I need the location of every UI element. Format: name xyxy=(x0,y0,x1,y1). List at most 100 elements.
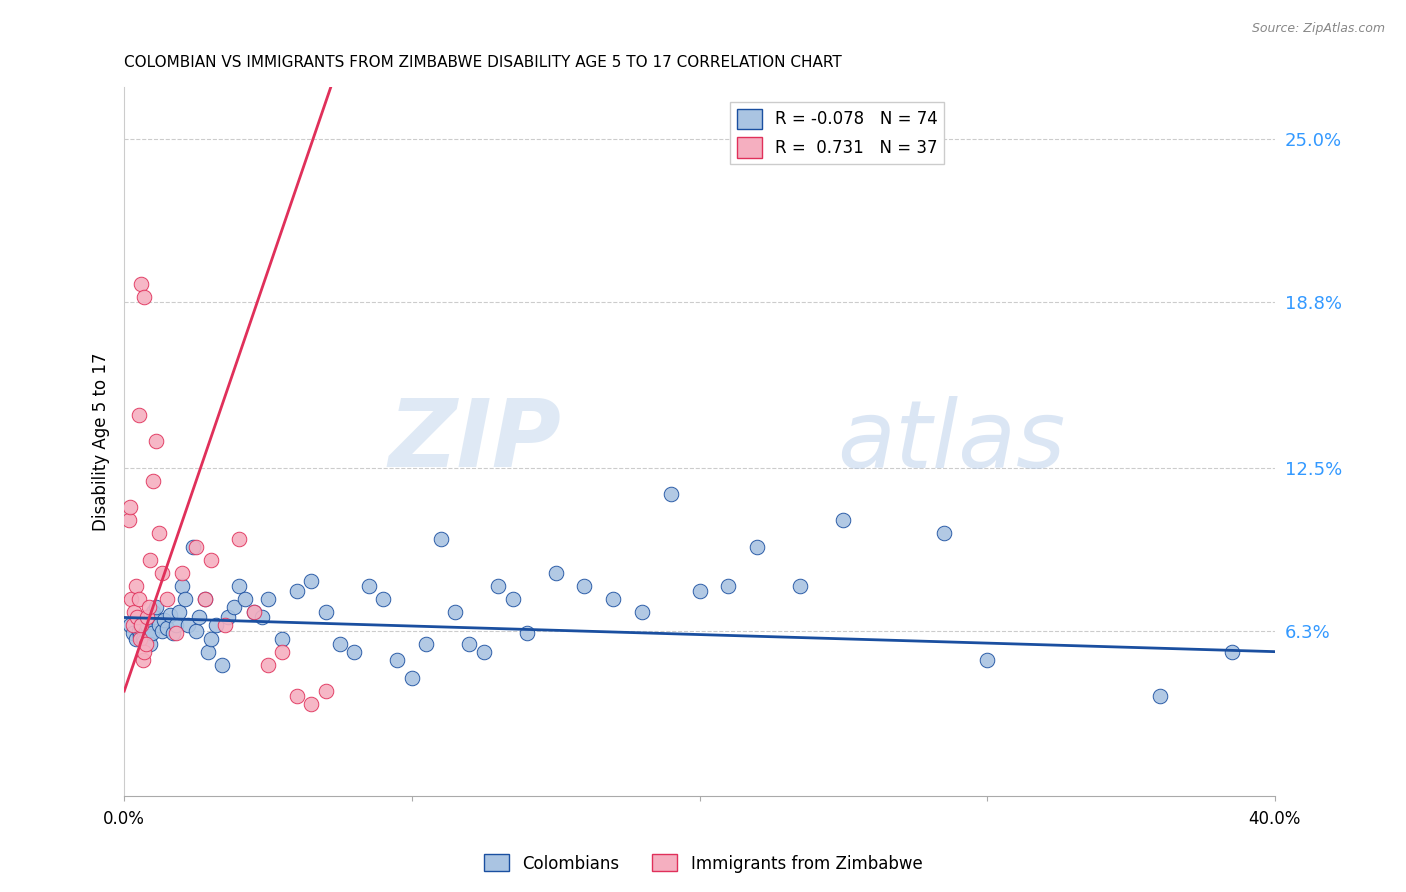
Point xyxy=(124,605,146,619)
Text: 40.0%: 40.0% xyxy=(1249,811,1301,829)
Point xyxy=(153,613,176,627)
Point xyxy=(135,637,157,651)
Point xyxy=(131,277,153,291)
Point xyxy=(128,624,150,638)
Point xyxy=(211,657,233,672)
Point xyxy=(132,652,155,666)
Point xyxy=(222,599,245,614)
Point xyxy=(170,566,193,580)
Text: atlas: atlas xyxy=(838,396,1066,487)
Point xyxy=(194,592,217,607)
Text: ZIP: ZIP xyxy=(388,395,561,487)
Point xyxy=(121,626,143,640)
Point xyxy=(200,632,222,646)
Point xyxy=(184,540,207,554)
Legend: R = -0.078   N = 74, R =  0.731   N = 37: R = -0.078 N = 74, R = 0.731 N = 37 xyxy=(730,102,945,164)
Point xyxy=(659,487,682,501)
Point xyxy=(128,408,150,422)
Text: 0.0%: 0.0% xyxy=(103,811,145,829)
Point xyxy=(252,610,274,624)
Point xyxy=(165,618,187,632)
Point xyxy=(197,645,219,659)
Point xyxy=(142,605,165,619)
Point xyxy=(602,592,624,607)
Point xyxy=(148,526,170,541)
Point xyxy=(228,579,250,593)
Point xyxy=(271,645,294,659)
Point xyxy=(631,605,654,619)
Point xyxy=(1220,645,1243,659)
Point xyxy=(148,618,170,632)
Point xyxy=(242,605,264,619)
Point xyxy=(138,629,160,643)
Point xyxy=(832,513,855,527)
Point xyxy=(285,584,308,599)
Point xyxy=(136,610,159,624)
Point xyxy=(285,690,308,704)
Point xyxy=(129,629,152,643)
Point xyxy=(271,632,294,646)
Point xyxy=(181,540,204,554)
Point xyxy=(156,592,179,607)
Point xyxy=(387,652,409,666)
Point xyxy=(128,592,150,607)
Point xyxy=(343,645,366,659)
Point xyxy=(458,637,481,651)
Point xyxy=(371,592,394,607)
Point xyxy=(242,605,264,619)
Point xyxy=(176,618,198,632)
Point xyxy=(173,592,195,607)
Point xyxy=(486,579,509,593)
Point xyxy=(214,618,236,632)
Point xyxy=(134,645,156,659)
Text: COLOMBIAN VS IMMIGRANTS FROM ZIMBABWE DISABILITY AGE 5 TO 17 CORRELATION CHART: COLOMBIAN VS IMMIGRANTS FROM ZIMBABWE DI… xyxy=(124,55,842,70)
Legend: Colombians, Immigrants from Zimbabwe: Colombians, Immigrants from Zimbabwe xyxy=(477,847,929,880)
Point xyxy=(132,632,155,646)
Point xyxy=(136,618,159,632)
Point xyxy=(162,626,184,640)
Point xyxy=(745,540,768,554)
Point xyxy=(429,532,451,546)
Point xyxy=(415,637,437,651)
Point xyxy=(134,634,156,648)
Point xyxy=(205,618,228,632)
Point xyxy=(131,618,153,632)
Point xyxy=(717,579,740,593)
Point xyxy=(170,579,193,593)
Point xyxy=(125,632,148,646)
Point xyxy=(150,566,173,580)
Point xyxy=(142,474,165,488)
Point xyxy=(789,579,811,593)
Point xyxy=(159,607,181,622)
Point xyxy=(401,671,423,685)
Point xyxy=(134,290,156,304)
Point xyxy=(315,684,337,698)
Point xyxy=(357,579,380,593)
Point xyxy=(120,592,142,607)
Point xyxy=(150,624,173,638)
Point xyxy=(138,599,160,614)
Point xyxy=(315,605,337,619)
Point xyxy=(689,584,711,599)
Point xyxy=(135,624,157,638)
Point xyxy=(129,632,152,646)
Point xyxy=(121,618,143,632)
Point xyxy=(118,500,141,514)
Point xyxy=(194,592,217,607)
Point xyxy=(257,592,280,607)
Point xyxy=(139,552,162,566)
Y-axis label: Disability Age 5 to 17: Disability Age 5 to 17 xyxy=(93,352,110,531)
Point xyxy=(184,624,207,638)
Point xyxy=(502,592,524,607)
Text: Source: ZipAtlas.com: Source: ZipAtlas.com xyxy=(1251,22,1385,36)
Point xyxy=(200,552,222,566)
Point xyxy=(217,610,239,624)
Point xyxy=(188,610,211,624)
Point xyxy=(118,618,141,632)
Point xyxy=(228,532,250,546)
Point xyxy=(156,621,179,635)
Point xyxy=(932,526,955,541)
Point xyxy=(544,566,567,580)
Point xyxy=(444,605,467,619)
Point xyxy=(574,579,596,593)
